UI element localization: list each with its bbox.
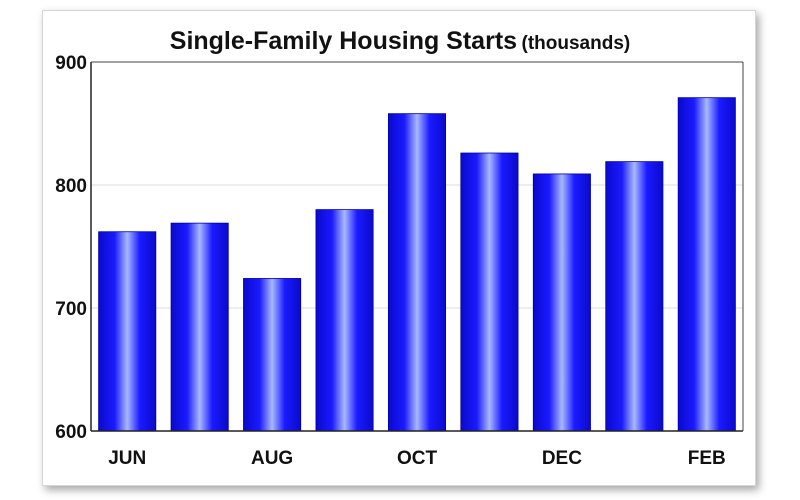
bars — [98, 97, 736, 432]
bar-sep — [315, 209, 374, 432]
bar-nov — [460, 152, 519, 432]
bar-feb — [677, 97, 736, 432]
bar-jul — [170, 222, 229, 432]
bar-jun — [98, 231, 157, 432]
bar-aug — [243, 278, 302, 432]
x-tick-label-oct: OCT — [397, 448, 438, 469]
x-tick-label-dec: DEC — [542, 448, 582, 469]
bar-oct — [387, 113, 447, 432]
chart-title-units: (thousands) — [521, 33, 631, 54]
chart-title: Single-Family Housing Starts (thousands) — [0, 27, 800, 56]
bar-dec — [532, 173, 591, 432]
x-tick-label-feb: FEB — [688, 448, 726, 469]
x-tick-label-aug: AUG — [251, 448, 293, 469]
tick-labels: JUN AUG OCT DEC FEB 600 700 800 900 — [55, 53, 725, 469]
y-tick-label-800: 800 — [55, 176, 87, 197]
axes — [90, 61, 744, 432]
bar-jan — [605, 161, 664, 432]
x-tick-label-jun: JUN — [108, 448, 146, 469]
y-tick-label-900: 900 — [55, 53, 87, 74]
chart-title-main: Single-Family Housing Starts — [169, 27, 518, 55]
y-tick-label-600: 600 — [55, 422, 87, 443]
y-tick-label-700: 700 — [55, 299, 87, 320]
